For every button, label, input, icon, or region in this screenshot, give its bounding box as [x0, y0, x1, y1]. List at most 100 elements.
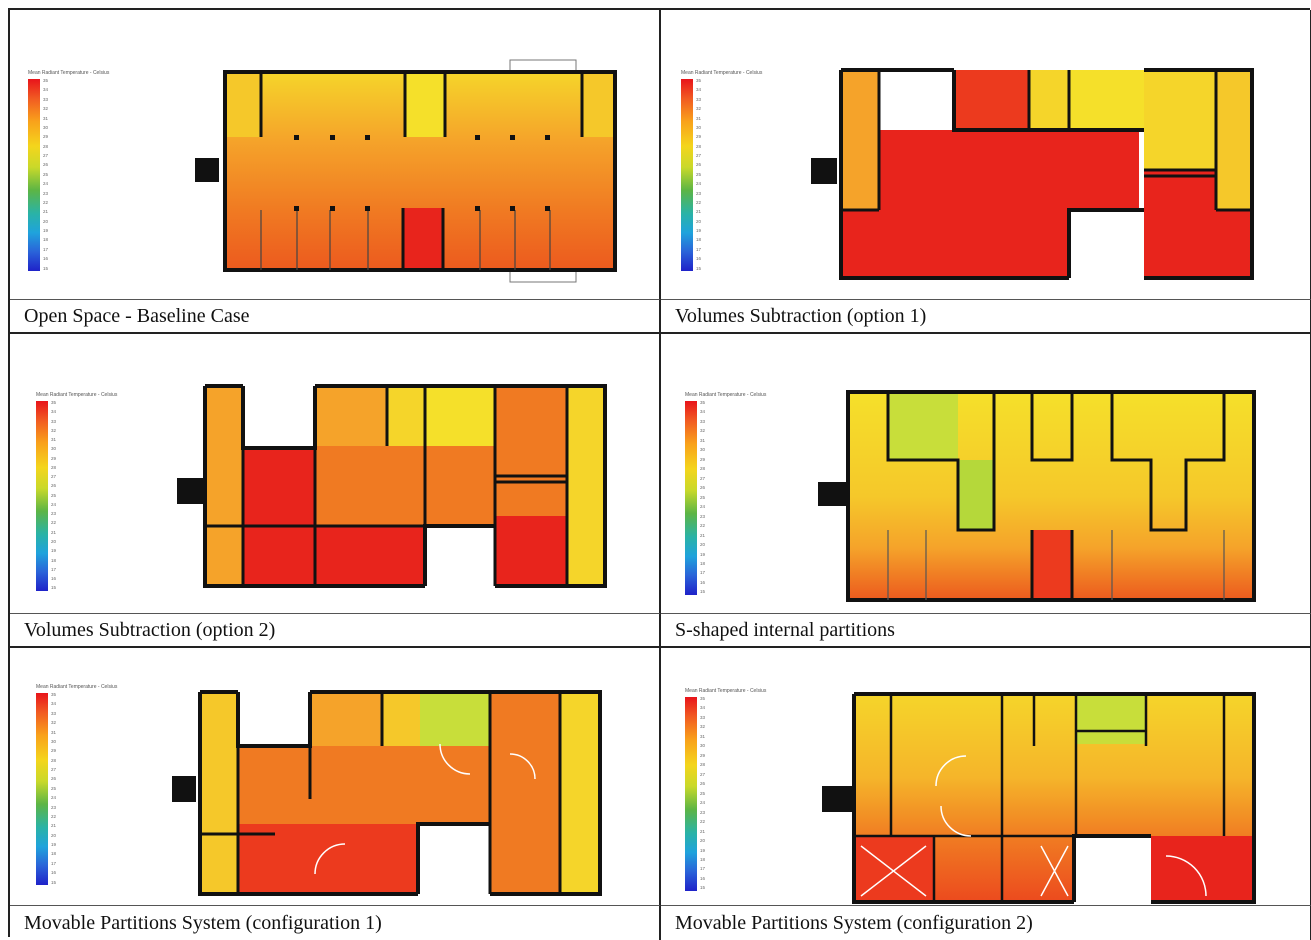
- legend-tick-label: 23: [700, 513, 706, 519]
- legend-tick-label: 29: [696, 134, 702, 140]
- legend-tick-label: 32: [700, 724, 706, 730]
- figure-grid: Mean Radiant Temperature - Celsius 35 34 3…: [8, 8, 1311, 940]
- legend-tick-label: 28: [696, 143, 702, 149]
- legend-ticks: 35 34 33 32 31 30 29 28 27 26 25 24 23 22 21 20 19 18 17 16…: [700, 696, 706, 891]
- legend-tick-label: 18: [700, 856, 706, 862]
- legend-tick-label: 24: [51, 501, 57, 507]
- legend-tick-label: 31: [696, 115, 702, 121]
- legend-tick-label: 35: [51, 400, 57, 405]
- legend-tick-label: 30: [700, 447, 706, 453]
- legend-tick-label: 23: [696, 190, 702, 196]
- floor-plan-heatmap: [818, 390, 1256, 602]
- legend-tick-label: 15: [51, 585, 57, 591]
- legend-title: Mean Radiant Temperature - Celsius: [36, 684, 118, 690]
- legend-tick-label: 24: [696, 181, 702, 187]
- legend-tick-label: 34: [51, 701, 57, 707]
- legend-tick-label: 35: [700, 400, 706, 405]
- legend-tick-label: 25: [700, 790, 706, 796]
- panel-caption-2: Volumes Subtraction (option 1): [661, 300, 1311, 334]
- legend-tick-label: 33: [43, 96, 49, 102]
- legend-tick-label: 35: [51, 692, 57, 697]
- legend-tick-label: 17: [700, 866, 706, 872]
- caption-text: Volumes Subtraction (option 2): [24, 618, 276, 641]
- legend-tick-label: 31: [51, 437, 57, 443]
- panel-image-3: Mean Radiant Temperature - Celsius 35 34 3…: [10, 334, 661, 614]
- panel-image-5: Mean Radiant Temperature - Celsius 35 34 3…: [10, 648, 661, 906]
- legend-tick-label: 27: [43, 153, 49, 158]
- legend-tick-label: 21: [51, 529, 57, 535]
- caption-text: Movable Partitions System (configuration…: [675, 911, 1033, 934]
- legend-tick-label: 25: [51, 785, 57, 791]
- panel-caption-3: Volumes Subtraction (option 2): [10, 614, 661, 648]
- legend-tick-label: 17: [51, 860, 57, 866]
- legend-tick-label: 29: [51, 455, 57, 461]
- caption-text: S-shaped internal partitions: [675, 618, 895, 641]
- legend-tick-label: 27: [51, 767, 57, 772]
- legend-tick-label: 20: [51, 832, 57, 838]
- legend-tick-label: 30: [51, 738, 57, 744]
- floor-plan-heatmap: [195, 59, 617, 283]
- legend-tick-label: 20: [700, 838, 706, 844]
- legend-tick-label: 32: [43, 106, 49, 112]
- legend-tick-label: 23: [700, 809, 706, 815]
- legend-tick-label: 26: [51, 483, 57, 489]
- legend-tick-label: 21: [43, 209, 49, 215]
- legend-color-bar: [28, 79, 40, 271]
- legend-tick-label: 25: [43, 171, 49, 177]
- legend-tick-label: 34: [700, 409, 706, 415]
- legend-title: Mean Radiant Temperature - Celsius: [681, 70, 763, 76]
- legend-tick-label: 17: [700, 570, 706, 576]
- legend-tick-label: 27: [51, 474, 57, 480]
- legend-tick-label: 23: [51, 511, 57, 517]
- legend-tick-label: 21: [700, 828, 706, 834]
- legend-tick-label: 33: [696, 96, 702, 102]
- legend-tick-label: 21: [51, 823, 57, 829]
- legend-tick-label: 15: [43, 265, 49, 271]
- legend-tick-label: 26: [700, 781, 706, 787]
- legend-tick-label: 26: [700, 485, 706, 491]
- legend-ticks: 35 34 33 32 31 30 29 28 27 26 25 24 23 22 21 20 19 18 17 16…: [43, 78, 49, 271]
- legend-color-bar: [36, 693, 48, 885]
- legend-tick-label: 15: [51, 879, 57, 885]
- legend-tick-label: 34: [696, 87, 702, 93]
- legend-tick-label: 27: [700, 475, 706, 481]
- legend-color-bar: [36, 401, 48, 591]
- legend-tick-label: 16: [700, 875, 706, 881]
- legend-tick-label: 20: [43, 218, 49, 224]
- legend-tick-label: 30: [43, 124, 49, 130]
- panel-caption-5: Movable Partitions System (configuration…: [10, 906, 661, 940]
- legend-tick-label: 32: [51, 427, 57, 433]
- legend-tick-label: 26: [51, 776, 57, 782]
- legend-tick-label: 24: [700, 504, 706, 510]
- legend-title: Mean Radiant Temperature - Celsius: [685, 392, 767, 398]
- legend-tick-label: 31: [51, 729, 57, 735]
- legend-tick-label: 17: [51, 566, 57, 572]
- legend-tick-label: 30: [696, 124, 702, 130]
- legend-tick-label: 25: [696, 171, 702, 177]
- legend-tick-label: 18: [51, 851, 57, 857]
- legend-tick-label: 28: [43, 143, 49, 149]
- panel-image-4: Mean Radiant Temperature - Celsius 35 34 3…: [661, 334, 1311, 614]
- legend-color-bar: [685, 697, 697, 891]
- panel-image-2: Mean Radiant Temperature - Celsius 35 34 3…: [661, 10, 1311, 300]
- panel-image-6: Mean Radiant Temperature - Celsius 35 34 3…: [661, 648, 1311, 906]
- legend-tick-label: 19: [43, 228, 49, 233]
- caption-text: Movable Partitions System (configuration…: [24, 911, 382, 934]
- floor-plan-heatmap: [811, 68, 1254, 280]
- legend-color-bar: [681, 79, 693, 271]
- legend-tick-label: 28: [51, 464, 57, 470]
- legend-title: Mean Radiant Temperature - Celsius: [28, 70, 110, 76]
- legend-tick-label: 15: [696, 265, 702, 271]
- legend-tick-label: 27: [700, 771, 706, 777]
- floor-plan-heatmap: [177, 384, 607, 588]
- legend-tick-label: 33: [700, 714, 706, 720]
- legend-tick-label: 33: [51, 418, 57, 424]
- floor-plan-heatmap: [172, 690, 602, 896]
- legend-tick-label: 31: [700, 437, 706, 443]
- legend-ticks: 35 34 33 32 31 30 29 28 27 26 25 24 23 22 21 20 19 18 17 16…: [700, 400, 706, 595]
- legend-tick-label: 22: [51, 813, 57, 819]
- legend-tick-label: 25: [51, 492, 57, 498]
- legend-tick-label: 34: [51, 409, 57, 415]
- legend-tick-label: 27: [696, 153, 702, 158]
- legend-tick-label: 22: [700, 523, 706, 529]
